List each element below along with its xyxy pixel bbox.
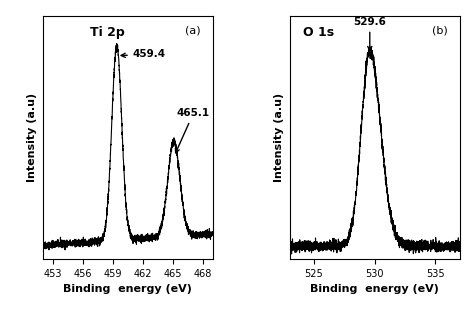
Y-axis label: Intensity (a.u): Intensity (a.u) xyxy=(27,93,37,182)
Y-axis label: Intensity (a.u): Intensity (a.u) xyxy=(274,93,284,182)
Text: (b): (b) xyxy=(432,26,448,35)
Text: 465.1: 465.1 xyxy=(175,108,210,153)
X-axis label: Binding  energy (eV): Binding energy (eV) xyxy=(64,284,192,295)
Text: O 1s: O 1s xyxy=(303,26,334,39)
X-axis label: Binding  energy (eV): Binding energy (eV) xyxy=(310,284,439,295)
Text: (a): (a) xyxy=(185,26,201,35)
Text: Ti 2p: Ti 2p xyxy=(90,26,125,39)
Text: 529.6: 529.6 xyxy=(353,17,386,51)
Text: 459.4: 459.4 xyxy=(121,50,166,59)
